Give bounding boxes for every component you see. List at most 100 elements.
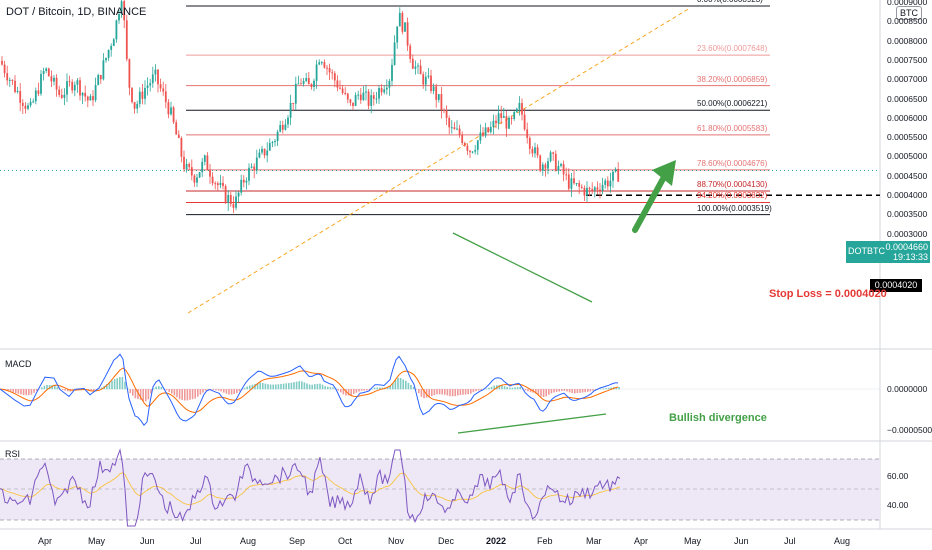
macd-histogram-bar (142, 389, 144, 402)
candle-body (206, 155, 209, 171)
macd-histogram-bar (324, 386, 326, 390)
macd-histogram-bar (462, 389, 464, 395)
candle-body (214, 183, 217, 185)
macd-histogram-bar (347, 389, 350, 396)
candle-body (167, 102, 170, 115)
macd-histogram-bar (295, 381, 298, 390)
time-axis-tick: 2022 (486, 536, 507, 546)
candle-body (258, 152, 261, 158)
macd-histogram-bar (493, 385, 495, 390)
macd-histogram-bar (113, 378, 116, 390)
candle-body (159, 84, 162, 89)
candle-body (567, 174, 570, 189)
macd-histogram-bar (12, 389, 14, 393)
candle-body (450, 127, 453, 129)
macd-histogram-bar (605, 388, 607, 390)
candle-body (344, 92, 347, 94)
candle-body (489, 127, 492, 133)
candle-body (94, 85, 97, 101)
time-axis-tick: Apr (634, 536, 649, 546)
candle-body (612, 171, 614, 181)
macd-histogram-bar (207, 389, 209, 390)
macd-histogram-bar (415, 389, 417, 390)
candle-body (227, 195, 230, 203)
price-axis-tick: 0.0007500 (887, 54, 928, 65)
macd-histogram-bar (267, 384, 269, 390)
macd-histogram-bar (574, 389, 576, 394)
candle-body (315, 64, 318, 81)
candle-body (424, 76, 427, 85)
macd-tick-negative: −0.0000500 (887, 425, 932, 435)
macd-histogram-bar (251, 384, 254, 390)
candle-body (380, 88, 383, 93)
macd-histogram-bar (607, 387, 610, 390)
candle-body (586, 187, 588, 196)
macd-histogram-bar (566, 389, 568, 392)
candle-body (248, 167, 250, 181)
macd-histogram-bar (197, 389, 199, 397)
candle-body (484, 127, 487, 136)
candle-body (144, 87, 146, 99)
candle-body (53, 77, 55, 82)
macd-histogram-bar (524, 389, 527, 391)
candle-body (185, 163, 188, 170)
macd-histogram-bar (236, 389, 238, 394)
macd-histogram-bar (165, 389, 168, 391)
macd-histogram-bar (9, 389, 12, 392)
macd-histogram-bar (449, 389, 451, 397)
candle-body (133, 102, 136, 109)
macd-histogram-bar (259, 382, 261, 390)
candle-body (263, 148, 266, 156)
fib-level-label: 78.60%(0.0004676) (697, 158, 768, 168)
macd-histogram-bar (363, 389, 365, 391)
candle-body (474, 149, 477, 152)
candle-body (606, 180, 609, 187)
macd-histogram-bar (472, 389, 475, 393)
candle-body (406, 22, 409, 46)
macd-histogram-bar (20, 389, 22, 395)
candle-body (170, 107, 172, 115)
candle-body (313, 80, 315, 87)
candle-body (419, 65, 422, 75)
candle-body (359, 94, 362, 101)
candle-body (79, 80, 81, 96)
candle-body (183, 156, 185, 170)
candle-body (362, 92, 365, 101)
macd-histogram-bar (438, 389, 441, 395)
macd-histogram-bar (33, 389, 35, 393)
macd-line (0, 353, 618, 427)
candle-body (289, 102, 292, 118)
candle-body (47, 68, 50, 77)
macd-histogram-bar (600, 388, 602, 390)
macd-histogram-bar (405, 380, 407, 390)
macd-histogram-bar (56, 386, 59, 390)
candle-body (224, 186, 227, 203)
current-price-tag: DOTBTC 0.0004660 19:13:33 (846, 241, 930, 263)
fib-level-label: 0.00%(0.0008923) (697, 0, 763, 4)
macd-histogram-bar (90, 389, 92, 392)
macd-histogram-bar (173, 389, 176, 396)
macd-histogram-bar (386, 386, 389, 390)
macd-histogram-bar (46, 384, 48, 390)
macd-histogram-bar (124, 381, 126, 390)
currency-badge[interactable]: BTC (896, 6, 922, 20)
bullish-arrow (632, 174, 667, 233)
candle-body (440, 94, 443, 111)
macd-histogram-bar (553, 389, 555, 393)
candle-body (578, 183, 581, 187)
candle-body (92, 96, 94, 101)
candle-body (149, 83, 152, 86)
candle-body (99, 75, 102, 80)
macd-histogram-bar (254, 383, 256, 390)
candle-body (138, 91, 141, 104)
candle-body (437, 94, 440, 100)
price-tag-value: 0.0004660 (885, 242, 928, 252)
price-tag-countdown: 19:13:33 (892, 252, 928, 262)
macd-histogram-bar (542, 389, 545, 398)
candle-body (16, 91, 19, 93)
macd-histogram-bar (503, 386, 506, 390)
macd-histogram-bar (423, 389, 425, 399)
time-axis-tick: Apr (38, 536, 53, 546)
candle-body (284, 124, 287, 130)
